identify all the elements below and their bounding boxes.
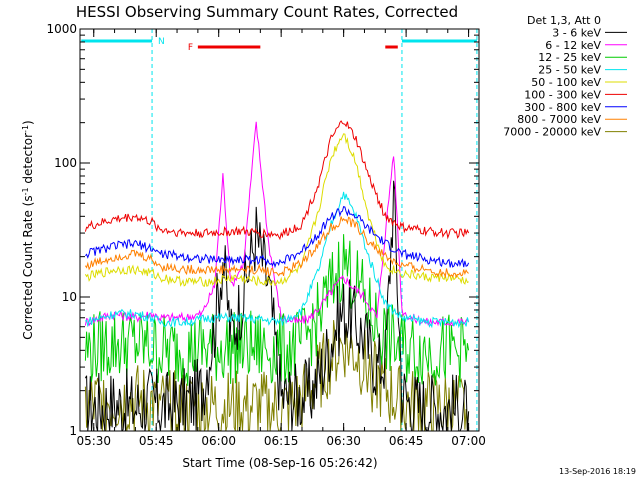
series-line [84,180,470,431]
legend-label: 300 - 800 keV [524,101,601,114]
y-axis: 1 10 100 1000 [46,22,479,438]
x-tick-label: 07:00 [451,434,486,448]
flag-label: F [188,43,193,53]
y-axis-label-sup2: -1 [21,125,30,133]
series-layer [84,120,470,431]
x-tick-label: 05:45 [139,434,174,448]
series-line [84,234,470,388]
series-line [84,320,470,431]
plot-frame [79,28,480,432]
series-line [84,133,469,288]
flag-label: N [158,37,165,47]
chart-title: HESSI Observing Summary Count Rates, Cor… [76,3,458,21]
x-tick-label: 06:00 [201,434,236,448]
x-axis-label: Start Time (08-Sep-16 05:26:42) [182,456,377,470]
y-tick-label: 10 [62,290,77,304]
y-axis-label-end: ) [21,120,35,125]
legend-label: 6 - 12 keV [545,39,601,52]
y-axis-label-sup1: -1 [21,187,30,195]
x-tick-label: 06:15 [264,434,299,448]
x-axis: 05:30 05:45 06:00 06:15 06:30 06:45 07:00 [76,29,486,448]
y-axis-label-main: Corrected Count Rate (s [21,195,35,339]
series-line [84,121,470,327]
series-line [84,216,469,279]
y-tick-label: 1000 [46,22,77,36]
series-line [84,120,470,241]
legend-label: 800 - 7000 keV [517,113,601,126]
x-tick-label: 06:30 [326,434,361,448]
legend-label: 3 - 6 keV [552,26,601,39]
y-tick-label: 1 [69,424,77,438]
x-tick-label: 05:30 [76,434,111,448]
legend-title: Det 1,3, Att 0 [527,14,601,27]
timestamp: 13-Sep-2016 18:19 [559,467,636,476]
y-axis-label: Corrected Count Rate (s-1 detector-1) [21,120,36,339]
legend-label: 50 - 100 keV [531,76,601,89]
flag-layer: NF [81,29,478,431]
legend-label: 25 - 50 keV [538,64,601,77]
y-axis-label-mid: detector [21,133,35,188]
legend-label: 12 - 25 keV [538,51,601,64]
y-tick-label: 100 [54,156,77,170]
series-line [85,205,470,269]
series-line [85,191,470,329]
x-tick-label: 06:45 [389,434,424,448]
legend-label: 7000 - 20000 keV [503,126,601,139]
legend-label: 100 - 300 keV [524,88,601,101]
